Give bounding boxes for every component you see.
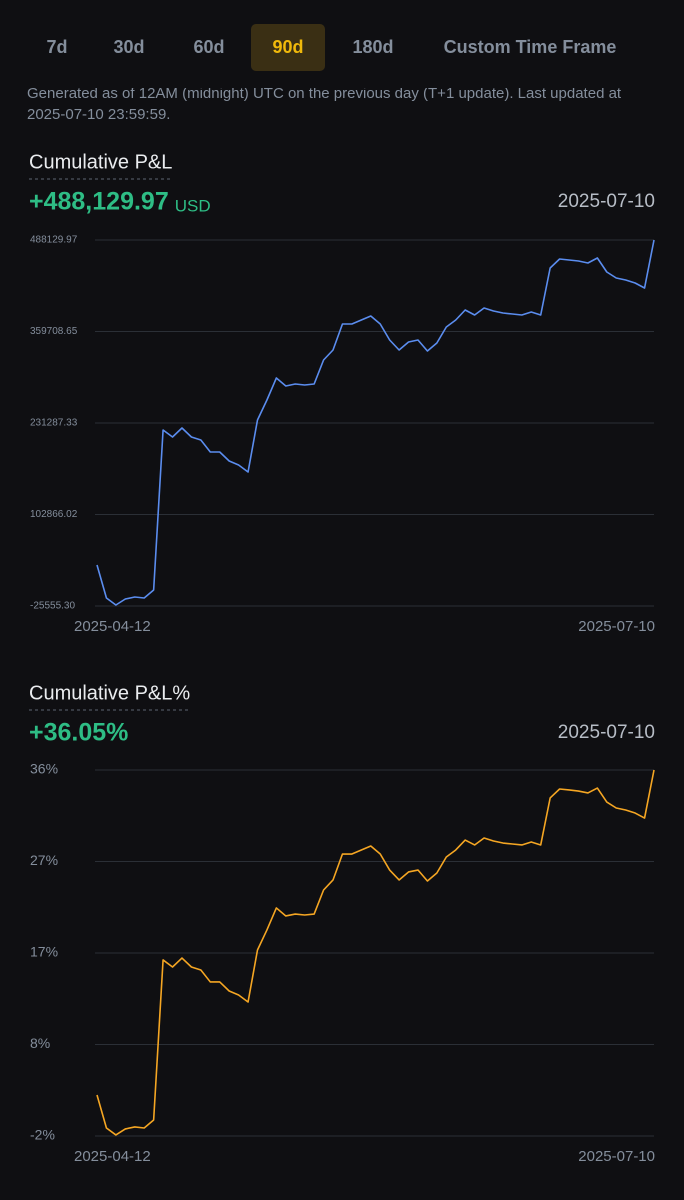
y-tick-label: 359708.65 <box>30 326 78 337</box>
tab[interactable]: 7d <box>46 37 67 57</box>
y-tick-label: 17% <box>30 944 58 960</box>
tab[interactable]: 180d <box>352 37 393 57</box>
headline-value: +488,129.97 <box>29 188 169 216</box>
x-tick-label: 2025-07-10 <box>578 618 655 635</box>
note: Generated as of 12AM (midnight) UTC on t… <box>27 85 622 102</box>
y-tick-label: 36% <box>30 761 58 777</box>
chart-title: Cumulative P&L <box>29 151 172 173</box>
y-tick-label: -2% <box>30 1127 55 1143</box>
headline-unit: USD <box>175 196 211 215</box>
headline-date: 2025-07-10 <box>558 722 655 743</box>
tab[interactable]: 60d <box>193 37 224 57</box>
series-line <box>96 769 655 1136</box>
headline-date: 2025-07-10 <box>558 191 655 212</box>
x-tick-label: 2025-04-12 <box>74 1148 151 1165</box>
headline-value: +36.05% <box>29 719 128 747</box>
note-line: Generated as of 12AM (midnight) UTC on t… <box>27 85 622 102</box>
y-tick-label: 27% <box>30 852 58 868</box>
y-tick-label: 8% <box>30 1035 50 1051</box>
y-tick-label: 231287.33 <box>30 418 78 429</box>
series-line <box>96 239 655 606</box>
x-tick-label: 2025-07-10 <box>578 1148 655 1165</box>
y-tick-label: 488129.97 <box>30 235 78 246</box>
y-tick-label: 102866.02 <box>30 509 78 520</box>
tab-active-bg <box>251 24 325 71</box>
y-tick-label: -25555.30 <box>30 601 75 612</box>
tab[interactable]: Custom Time Frame <box>444 37 617 57</box>
chart-title: Cumulative P&L% <box>29 682 190 704</box>
x-tick-label: 2025-04-12 <box>74 618 151 635</box>
tab[interactable]: 30d <box>113 37 144 57</box>
note-line: 2025-07-10 23:59:59. <box>27 106 170 123</box>
tab[interactable]: 90d <box>272 37 303 57</box>
